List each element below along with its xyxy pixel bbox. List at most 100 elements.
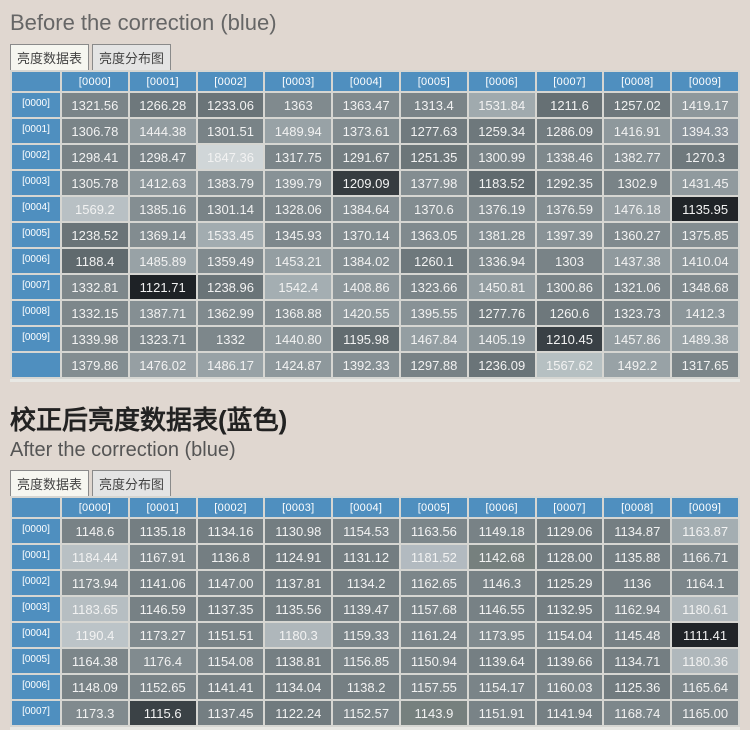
data-cell: 1251.35 [401,145,467,169]
row-header: [0005] [12,223,60,247]
data-cell: 1139.47 [333,597,399,621]
data-cell: 1489.94 [265,119,331,143]
data-cell: 1134.16 [198,519,264,543]
data-cell: 1233.06 [198,93,264,117]
data-cell: 1399.79 [265,171,331,195]
data-cell: 1134.2 [333,571,399,595]
data-cell: 1210.45 [537,327,603,351]
data-cell: 1300.86 [537,275,603,299]
data-cell: 1382.77 [604,145,670,169]
data-cell: 1238.52 [62,223,128,247]
data-cell: 1321.56 [62,93,128,117]
data-cell: 1164.38 [62,649,128,673]
data-cell: 1137.81 [265,571,331,595]
data-cell: 1338.46 [537,145,603,169]
grid-wrap-before: [0000][0001][0002][0003][0004][0005][000… [10,70,740,382]
data-cell: 1124.91 [265,545,331,569]
data-cell: 1135.18 [130,519,196,543]
data-cell: 1369.14 [130,223,196,247]
data-cell: 1492.2 [604,353,670,377]
data-cell: 1150.94 [401,649,467,673]
data-cell: 1173.95 [469,623,535,647]
heading-after-cn: 校正后亮度数据表(蓝色) [10,400,740,437]
data-cell: 1387.71 [130,301,196,325]
col-header: [0009] [672,72,738,91]
data-cell: 1363.47 [333,93,399,117]
data-cell: 1259.34 [469,119,535,143]
data-cell: 1332.81 [62,275,128,299]
data-cell: 1154.08 [198,649,264,673]
row-header: [0000] [12,93,60,117]
data-cell: 1154.53 [333,519,399,543]
data-cell: 1236.09 [469,353,535,377]
data-cell: 1569.2 [62,197,128,221]
data-cell: 1138.81 [265,649,331,673]
data-cell: 1238.96 [198,275,264,299]
tab-data-table[interactable]: 亮度数据表 [10,470,89,496]
tab-distribution[interactable]: 亮度分布图 [92,470,171,496]
data-cell: 1420.55 [333,301,399,325]
data-cell: 1450.81 [469,275,535,299]
data-cell: 1188.4 [62,249,128,273]
data-cell: 1305.78 [62,171,128,195]
data-cell: 1302.9 [604,171,670,195]
data-cell: 1157.55 [401,675,467,699]
data-cell: 1291.67 [333,145,399,169]
data-cell: 1419.17 [672,93,738,117]
data-cell: 1412.3 [672,301,738,325]
data-cell: 1173.3 [62,701,128,725]
row-header: [0000] [12,519,60,543]
data-cell: 1313.4 [401,93,467,117]
data-cell: 1376.59 [537,197,603,221]
data-cell: 1134.87 [604,519,670,543]
data-cell: 1332.15 [62,301,128,325]
data-cell: 1362.99 [198,301,264,325]
data-cell: 1157.68 [401,597,467,621]
col-header: [0006] [469,72,535,91]
data-cell: 1394.33 [672,119,738,143]
col-header: [0004] [333,72,399,91]
tab-data-table[interactable]: 亮度数据表 [10,44,89,70]
data-cell: 1437.38 [604,249,670,273]
data-cell: 1111.41 [672,623,738,647]
tab-distribution[interactable]: 亮度分布图 [92,44,171,70]
data-cell: 1165.64 [672,675,738,699]
row-header: [0006] [12,675,60,699]
data-cell: 1143.9 [401,701,467,725]
row-header: [0007] [12,275,60,299]
data-cell: 1151.51 [198,623,264,647]
data-cell: 1163.87 [672,519,738,543]
row-header: [0004] [12,197,60,221]
data-cell: 1270.3 [672,145,738,169]
data-cell: 1148.09 [62,675,128,699]
data-cell: 1149.18 [469,519,535,543]
data-cell: 1137.45 [198,701,264,725]
data-cell: 1489.38 [672,327,738,351]
data-cell: 1159.33 [333,623,399,647]
data-cell: 1167.91 [130,545,196,569]
data-cell: 1132.95 [537,597,603,621]
data-cell: 1180.36 [672,649,738,673]
data-cell: 1136 [604,571,670,595]
data-cell: 1121.71 [130,275,196,299]
data-cell: 1209.09 [333,171,399,195]
data-cell: 1184.44 [62,545,128,569]
data-cell: 1453.21 [265,249,331,273]
grid-wrap-after: [0000][0001][0002][0003][0004][0005][000… [10,496,740,730]
data-cell: 1405.19 [469,327,535,351]
data-cell: 1141.94 [537,701,603,725]
data-cell: 1336.94 [469,249,535,273]
col-header: [0003] [265,72,331,91]
data-cell: 1161.24 [401,623,467,647]
data-cell: 1542.4 [265,275,331,299]
data-cell: 1486.17 [198,353,264,377]
data-cell: 1323.66 [401,275,467,299]
data-cell: 1135.95 [672,197,738,221]
data-cell: 1138.2 [333,675,399,699]
data-cell: 1303 [537,249,603,273]
data-cell: 1298.47 [130,145,196,169]
data-cell: 1130.98 [265,519,331,543]
data-cell: 1277.76 [469,301,535,325]
data-cell: 1154.04 [537,623,603,647]
data-cell: 1370.14 [333,223,399,247]
